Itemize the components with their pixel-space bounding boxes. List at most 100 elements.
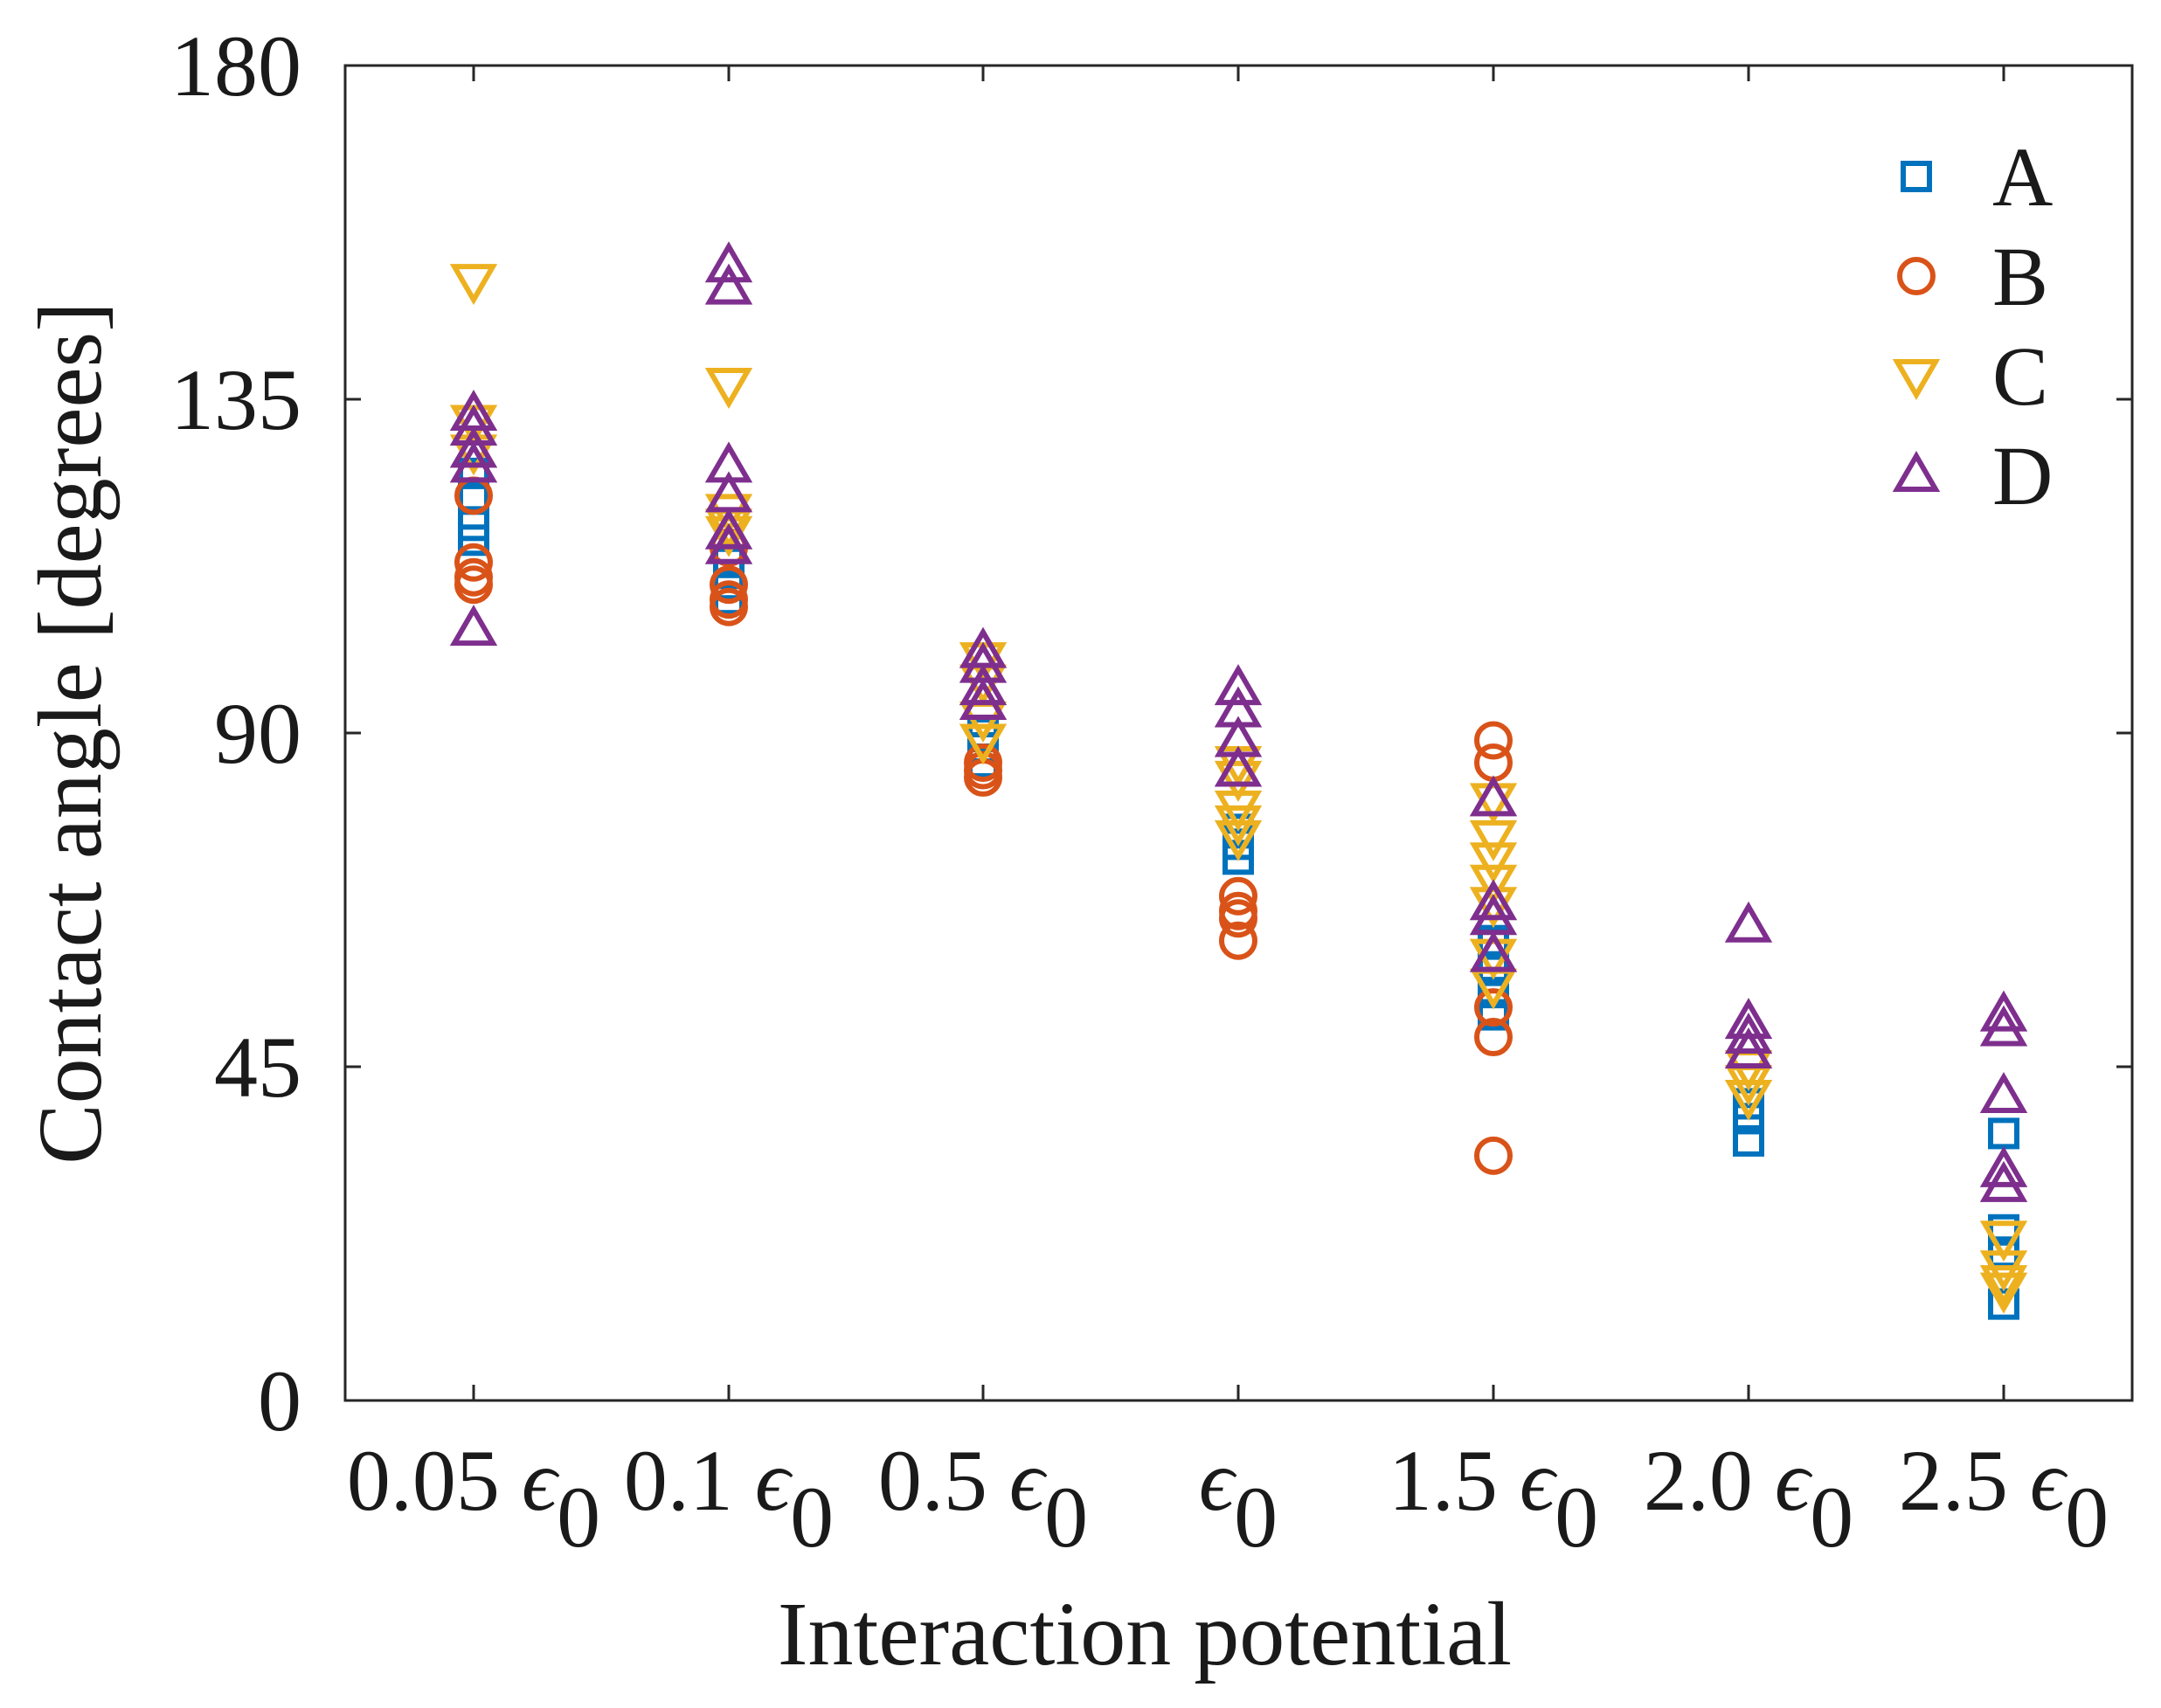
y-axis-label: Contact angle [degrees]: [20, 301, 121, 1165]
data-point-d: [704, 508, 753, 550]
series-d: [449, 241, 2028, 1202]
data-point-b: [454, 543, 493, 582]
data-point-c: [449, 434, 498, 476]
legend-item-c: C: [1892, 329, 2048, 423]
x-tick-subscript: 0: [1234, 1469, 1278, 1566]
x-tick-labels: 0.05 ϵ0 0.1 ϵ0 0.5 ϵ0 ϵ0 1.5 ϵ0 2.0 ϵ0 2.5 ϵ0: [347, 1432, 2109, 1566]
data-point-c: [1469, 842, 1518, 884]
y-tick-label: 0: [258, 1352, 301, 1449]
x-tick-number: 1.5: [1389, 1432, 1520, 1529]
x-tick-subscript: 0: [1044, 1469, 1088, 1566]
legend-marker-b: [1897, 257, 1936, 295]
legend-label: B: [1992, 230, 2048, 323]
x-tick-subscript: 0: [1810, 1469, 1853, 1566]
data-point-b: [710, 587, 748, 626]
data-point-d: [1724, 1013, 1773, 1055]
data-point-c: [449, 264, 498, 306]
data-point-c: [1724, 1079, 1773, 1121]
data-point-b: [1219, 899, 1257, 938]
x-tick-epsilon: ϵ: [522, 1432, 560, 1529]
x-axis-label: Interaction potential: [778, 1584, 1512, 1684]
x-tick-label: 2.0 ϵ0: [1644, 1432, 1853, 1566]
data-point-d: [959, 664, 1008, 706]
data-point-a: [1733, 1124, 1764, 1157]
ticks-layer: [345, 64, 2132, 1402]
legend-label: A: [1992, 130, 2053, 224]
x-tick-label: 0.5 ϵ0: [878, 1432, 1088, 1566]
data-point-c: [1214, 819, 1263, 861]
data-point-c: [1469, 864, 1518, 906]
x-tick-epsilon: ϵ: [1009, 1432, 1048, 1529]
x-tick-epsilon: ϵ: [1775, 1432, 1813, 1529]
data-point-d: [704, 522, 753, 564]
data-point-d: [1469, 775, 1518, 817]
data-point-c: [1469, 887, 1518, 929]
x-tick-epsilon: ϵ: [1520, 1432, 1558, 1529]
data-point-d: [1979, 1160, 2028, 1202]
x-tick-number: 2.5: [1899, 1432, 2030, 1529]
x-tick-subscript: 0: [557, 1469, 600, 1566]
x-tick-epsilon: ϵ: [755, 1432, 793, 1529]
data-point-d: [449, 426, 498, 468]
y-tick-label: 45: [214, 1019, 301, 1116]
data-point-d: [1724, 1027, 1773, 1069]
data-point-d: [449, 605, 498, 647]
data-point-c: [1979, 1220, 2028, 1262]
data-point-c: [1469, 783, 1518, 825]
legend-label: D: [1992, 429, 2053, 522]
data-point-b: [1219, 921, 1257, 960]
data-point-c: [1469, 819, 1518, 861]
legend-marker-c: [1892, 359, 1941, 400]
plot-frame: [343, 64, 2134, 1402]
data-point-d: [1979, 990, 2028, 1032]
data-point-b: [454, 565, 493, 605]
data-point-a: [458, 524, 489, 557]
x-tick-subscript: 0: [1555, 1469, 1598, 1566]
data-point-d: [1214, 664, 1263, 706]
data-point-b: [1474, 1136, 1513, 1175]
data-point-d: [1469, 879, 1518, 921]
x-tick-epsilon: ϵ: [2030, 1432, 2068, 1529]
data-point-d: [1214, 745, 1263, 787]
data-point-c: [1979, 1265, 2028, 1307]
data-point-c: [1469, 938, 1518, 980]
data-point-b: [1474, 988, 1513, 1027]
data-point-d: [959, 679, 1008, 721]
x-tick-number: 2.0: [1644, 1432, 1775, 1529]
data-points: [449, 241, 2028, 1320]
data-point-b: [1474, 1018, 1513, 1057]
x-tick-label: 1.5 ϵ0: [1389, 1432, 1598, 1566]
y-tick-label: 135: [170, 351, 301, 448]
data-point-d: [704, 241, 753, 283]
x-tick-label: 2.5 ϵ0: [1899, 1432, 2109, 1566]
data-point-c: [1979, 1272, 2028, 1314]
data-point-d: [449, 441, 498, 483]
data-point-d: [1979, 1005, 2028, 1047]
y-tick-label: 90: [214, 685, 301, 782]
data-point-d: [1724, 901, 1773, 943]
x-tick-label: 0.05 ϵ0: [347, 1432, 600, 1566]
legend-label: C: [1992, 329, 2048, 423]
data-point-b: [710, 565, 748, 605]
legend-marker-d: [1892, 451, 1941, 492]
x-tick-label: 0.1 ϵ0: [624, 1432, 834, 1566]
x-tick-number: 0.1: [624, 1432, 755, 1529]
data-point-b: [1474, 721, 1513, 760]
y-tick-label: 180: [170, 17, 301, 114]
x-tick-subscript: 0: [790, 1469, 834, 1566]
data-point-b: [1219, 876, 1257, 916]
data-point-d: [1469, 930, 1518, 972]
x-tick-subscript: 0: [2065, 1469, 2109, 1566]
legend-item-a: A: [1901, 130, 2053, 224]
x-tick-number: 0.5: [878, 1432, 1009, 1529]
x-tick-number: 0.05: [347, 1432, 522, 1529]
legend-item-b: B: [1897, 230, 2048, 323]
x-tick-label: ϵ0: [1199, 1432, 1278, 1566]
y-tick-labels: 0 45 90 135 180: [170, 17, 301, 1449]
legend-item-d: D: [1892, 429, 2053, 522]
x-tick-epsilon: ϵ: [1199, 1432, 1237, 1529]
data-point-c: [704, 368, 753, 410]
